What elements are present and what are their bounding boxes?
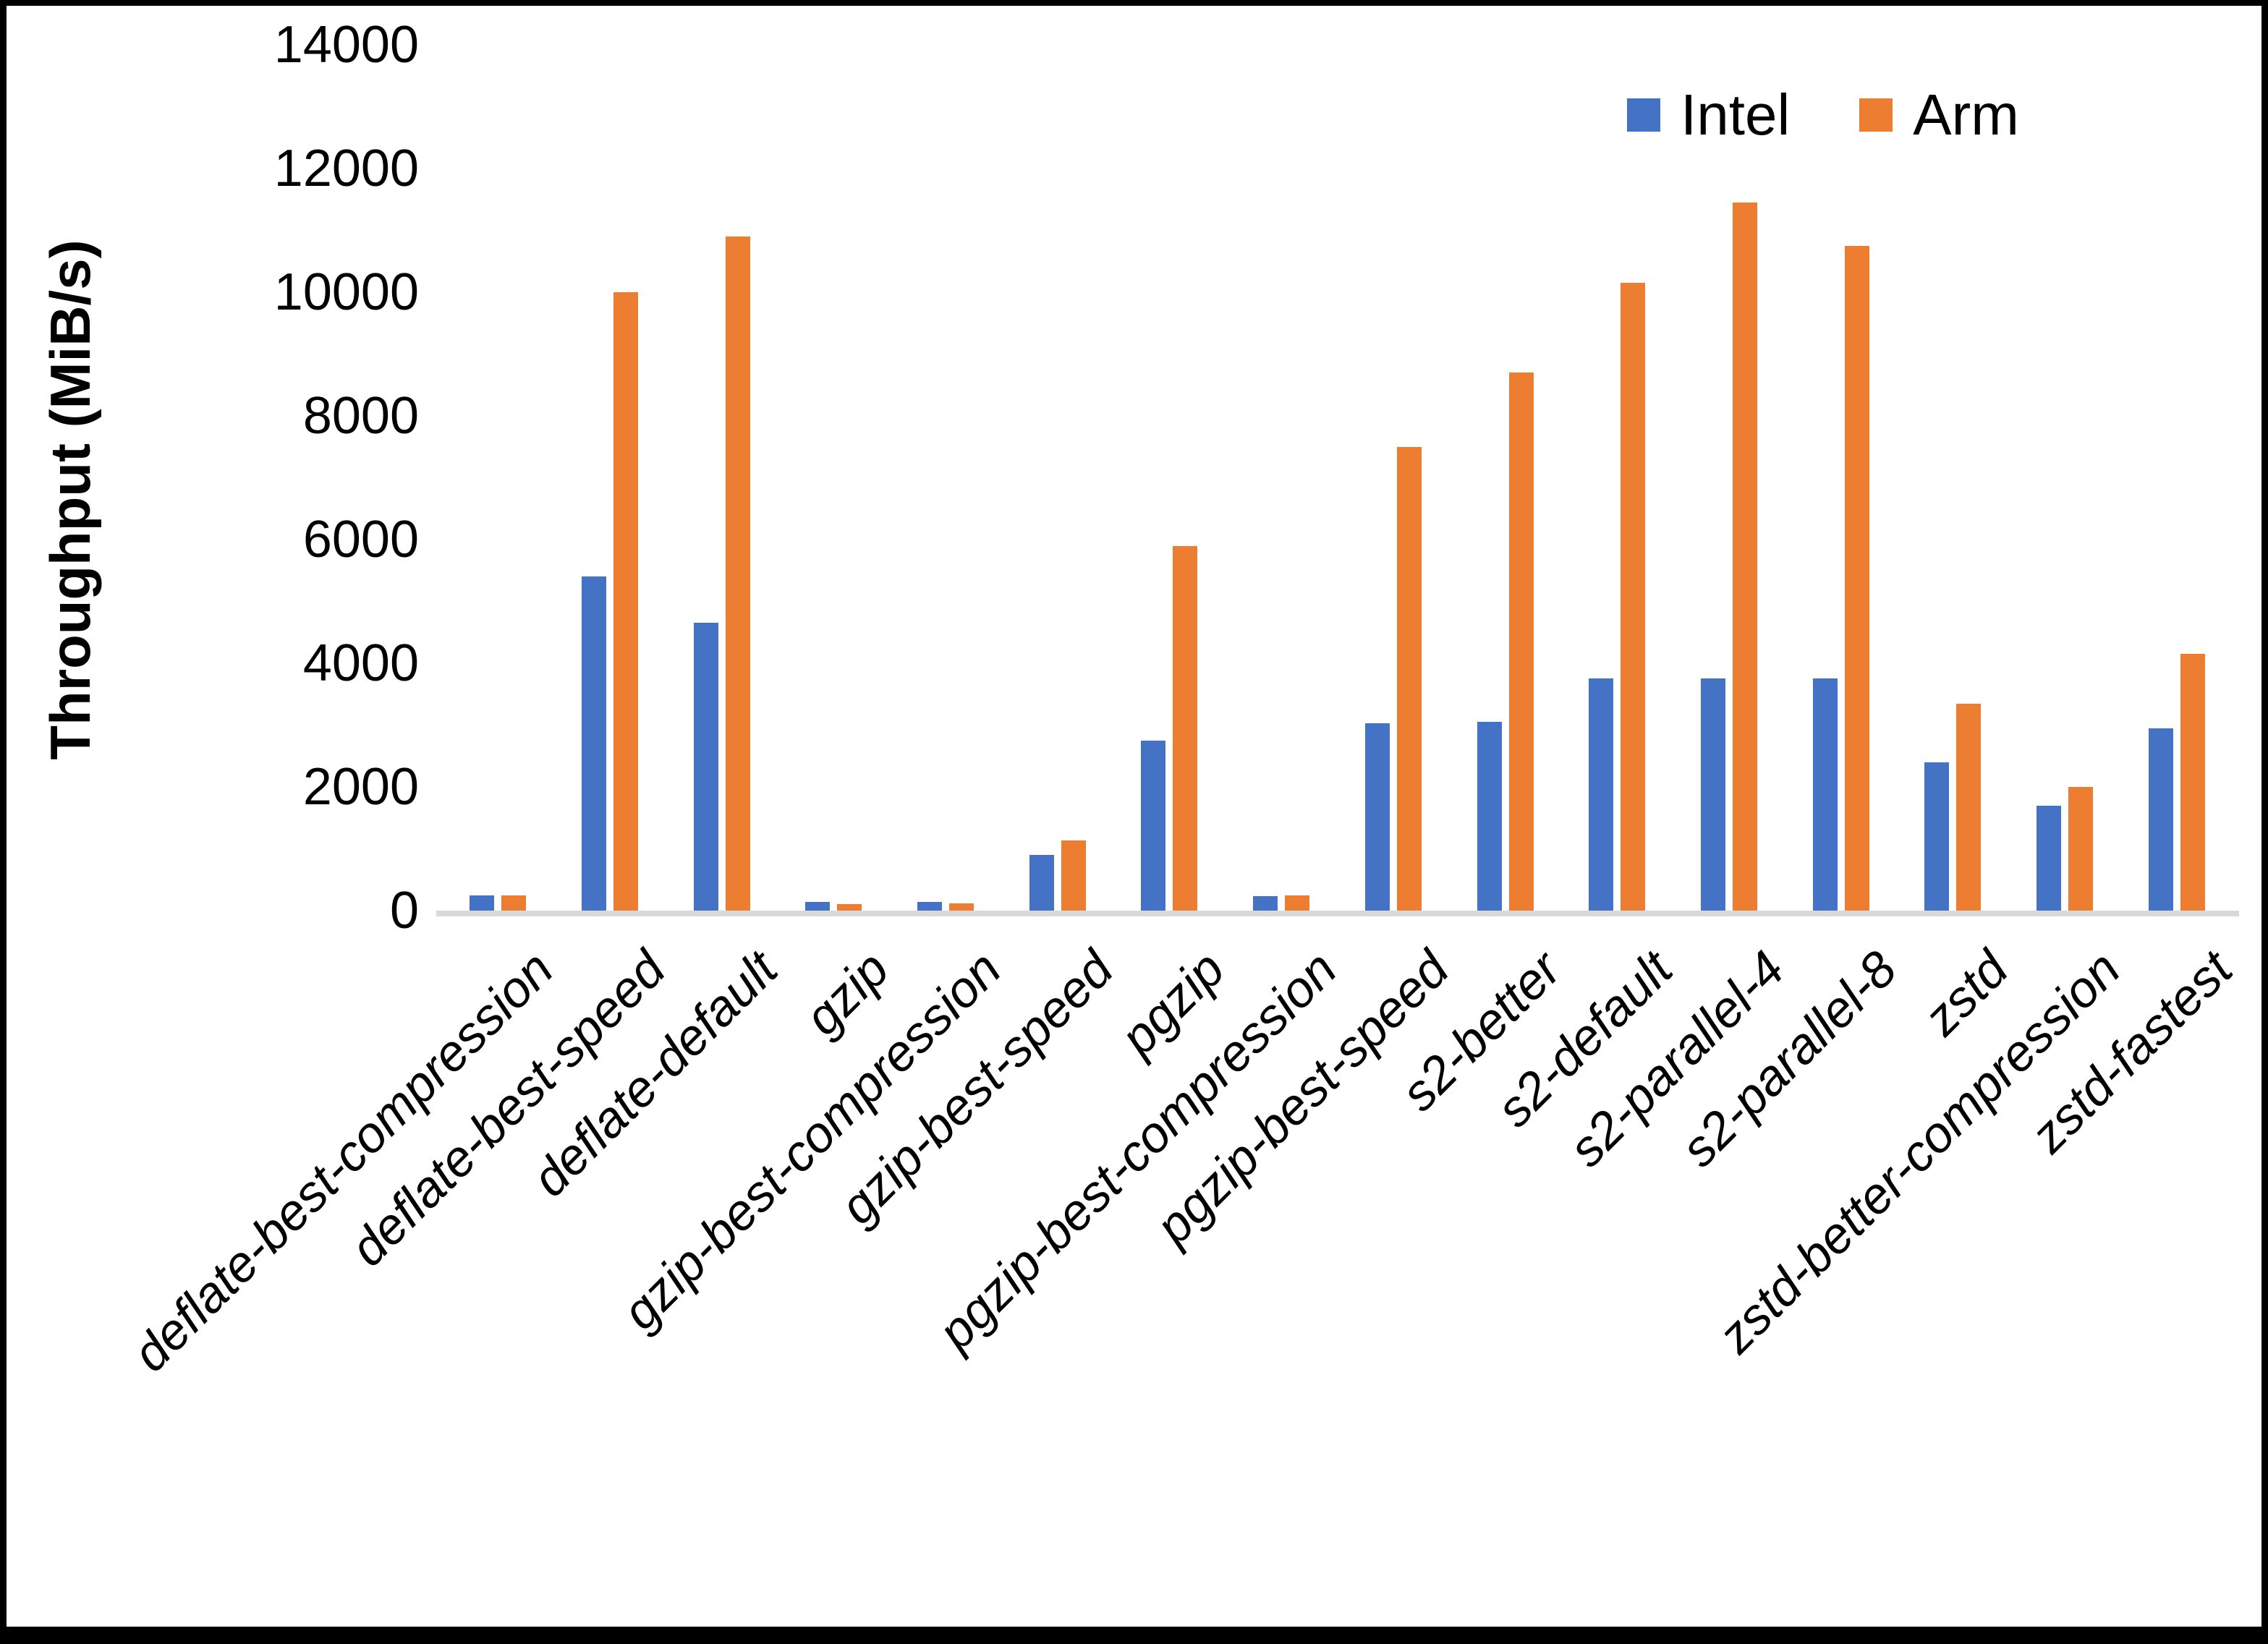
bar-arm-zstd	[1956, 703, 1982, 911]
bar-group-s2-default	[1561, 45, 1673, 911]
bar-arm-zstd-fastest	[2180, 654, 2205, 911]
bar-intel-s2-better	[1477, 722, 1502, 911]
bar-intel-zstd-better-compression	[2036, 805, 2061, 911]
bar-group-s2-parallel-4	[1673, 45, 1785, 911]
y-tick-label-14000: 14000	[273, 16, 419, 74]
bar-intel-pgzip-best-compression	[1253, 896, 1278, 911]
y-tick-label-12000: 12000	[273, 140, 419, 197]
bar-intel-deflate-best-compression	[470, 895, 495, 911]
bar-group-zstd-fastest	[2120, 45, 2233, 911]
y-tick-label-0: 0	[389, 882, 419, 940]
bar-arm-pgzip-best-compression	[1285, 895, 1310, 911]
legend: Intel Arm	[1627, 75, 2070, 155]
bar-group-s2-better	[1449, 45, 1561, 911]
bar-intel-gzip	[805, 902, 831, 911]
bar-arm-s2-parallel-8	[1844, 245, 1869, 911]
legend-swatch-arm	[1859, 98, 1893, 132]
y-tick-label-6000: 6000	[302, 511, 419, 568]
x-axis-line	[436, 911, 2239, 916]
bar-arm-pgzip-best-speed	[1396, 446, 1422, 911]
legend-swatch-intel	[1627, 98, 1660, 132]
bar-group-gzip	[778, 45, 890, 911]
bar-group-zstd-better-compression	[2009, 45, 2121, 911]
plot-area	[442, 45, 2233, 911]
y-tick-label-2000: 2000	[302, 758, 419, 816]
bar-group-zstd	[1897, 45, 2009, 911]
y-tick-label-8000: 8000	[302, 387, 419, 445]
bar-group-deflate-best-compression	[442, 45, 554, 911]
legend-label-intel: Intel	[1681, 82, 1791, 147]
bar-intel-zstd-fastest	[2148, 728, 2173, 911]
bar-group-deflate-best-speed	[554, 45, 666, 911]
bar-group-gzip-best-speed	[1001, 45, 1113, 911]
bar-group-s2-parallel-8	[1785, 45, 1897, 911]
bar-arm-gzip-best-speed	[1061, 840, 1086, 911]
bar-intel-deflate-best-speed	[582, 576, 607, 911]
bar-arm-s2-default	[1621, 283, 1646, 911]
bar-group-deflate-default	[666, 45, 778, 911]
bar-intel-zstd	[1924, 762, 1950, 911]
y-axis-title: Throughput (MiB/s)	[38, 239, 102, 760]
bar-arm-deflate-default	[725, 237, 750, 911]
bar-intel-s2-parallel-4	[1700, 678, 1725, 911]
bar-intel-pgzip	[1141, 740, 1166, 911]
bar-arm-pgzip	[1173, 545, 1198, 911]
bar-intel-gzip-best-speed	[1029, 855, 1054, 911]
bar-arm-s2-better	[1508, 372, 1534, 911]
legend-item-intel: Intel	[1627, 75, 1790, 155]
legend-item-arm: Arm	[1859, 75, 2019, 155]
bar-intel-gzip-best-compression	[917, 902, 943, 911]
bar-group-pgzip-best-speed	[1338, 45, 1450, 911]
bar-intel-s2-parallel-8	[1812, 678, 1838, 911]
bar-intel-pgzip-best-speed	[1364, 723, 1390, 911]
bar-arm-deflate-best-speed	[613, 292, 639, 911]
y-tick-label-10000: 10000	[273, 263, 419, 321]
bar-group-gzip-best-compression	[890, 45, 1002, 911]
bar-arm-gzip	[837, 903, 862, 911]
bar-group-pgzip-best-compression	[1226, 45, 1338, 911]
bar-arm-s2-parallel-4	[1732, 203, 1757, 911]
bar-intel-s2-default	[1589, 678, 1614, 911]
bar-intel-deflate-default	[693, 623, 718, 911]
legend-label-arm: Arm	[1913, 82, 2019, 147]
bar-group-pgzip	[1113, 45, 1226, 911]
bar-arm-zstd-better-compression	[2068, 787, 2093, 911]
y-tick-label-4000: 4000	[302, 634, 419, 692]
bar-arm-deflate-best-compression	[501, 895, 527, 911]
bar-arm-gzip-best-compression	[949, 903, 974, 911]
